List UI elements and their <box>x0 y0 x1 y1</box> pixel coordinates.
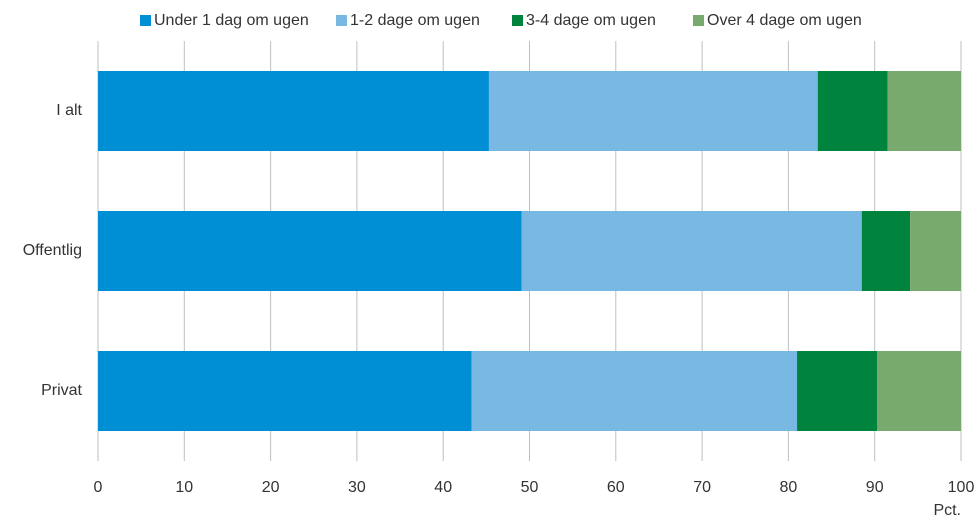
x-tick-label: 70 <box>693 479 711 496</box>
x-tick-label: 100 <box>948 479 975 496</box>
bar-segment <box>817 71 888 151</box>
bar-segment <box>98 351 472 431</box>
legend-swatch <box>512 15 523 26</box>
y-tick-label: Offentlig <box>23 242 82 259</box>
x-axis-label: Pct. <box>933 502 961 519</box>
legend-label: Over 4 dage om ugen <box>707 12 862 29</box>
legend-swatch <box>693 15 704 26</box>
legend-swatch <box>336 15 347 26</box>
bar-segment <box>488 71 818 151</box>
bar-segment <box>861 211 911 291</box>
y-tick-label: I alt <box>56 102 82 119</box>
bar-segment <box>471 351 798 431</box>
legend-label: 1-2 dage om ugen <box>350 12 480 29</box>
x-tick-label: 40 <box>434 479 452 496</box>
legend-label: 3-4 dage om ugen <box>526 12 656 29</box>
bar-segment <box>887 71 961 151</box>
bar-segment <box>98 71 489 151</box>
bar-segment <box>521 211 862 291</box>
bar-segment <box>910 211 961 291</box>
x-tick-label: 90 <box>866 479 884 496</box>
x-tick-label: 80 <box>780 479 798 496</box>
x-tick-label: 50 <box>521 479 539 496</box>
x-tick-label: 60 <box>607 479 625 496</box>
bar-segment <box>797 351 878 431</box>
x-tick-label: 30 <box>348 479 366 496</box>
y-tick-label: Privat <box>41 382 82 399</box>
bar-segment <box>98 211 522 291</box>
legend-swatch <box>140 15 151 26</box>
legend-label: Under 1 dag om ugen <box>154 12 309 29</box>
x-tick-label: 10 <box>175 479 193 496</box>
x-tick-label: 0 <box>94 479 103 496</box>
bar-segment <box>877 351 961 431</box>
x-tick-label: 20 <box>262 479 280 496</box>
